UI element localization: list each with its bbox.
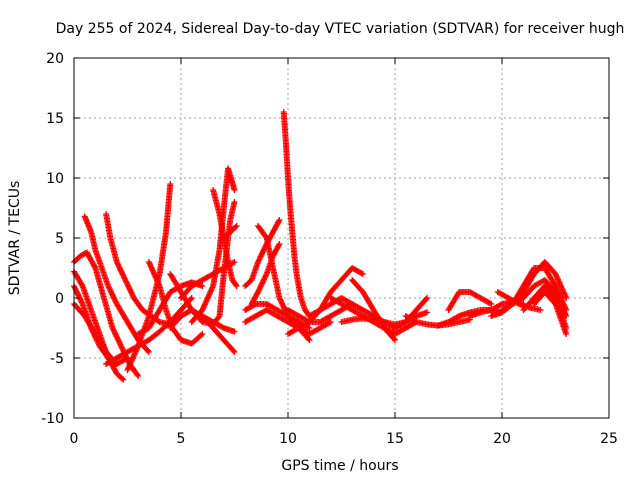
data-point-marker xyxy=(275,218,282,225)
data-point-marker xyxy=(199,331,206,337)
data-point-marker xyxy=(219,324,226,331)
data-point-marker xyxy=(233,283,240,289)
data-point-marker xyxy=(306,337,313,343)
axis-ticks: 0 5 10 15 20 25 -10 -5 0 5 10 15 20 xyxy=(41,51,618,447)
data-point-marker xyxy=(231,259,238,265)
series-arc-10 xyxy=(135,279,206,337)
data-point-marker xyxy=(123,355,130,362)
data-point-marker xyxy=(488,301,495,307)
data-point-marker xyxy=(215,314,222,321)
data-point-marker xyxy=(412,318,419,325)
x-tick-label: 5 xyxy=(177,431,186,447)
data-point-marker xyxy=(326,319,333,326)
data-point-marker xyxy=(424,309,431,316)
data-point-marker xyxy=(144,347,151,354)
series-arc-16 xyxy=(199,313,238,335)
data-point-marker xyxy=(276,241,283,247)
data-point-marker xyxy=(275,242,282,249)
data-point-marker xyxy=(486,300,493,307)
data-point-marker xyxy=(262,233,269,240)
data-point-marker xyxy=(231,199,238,205)
data-point-marker xyxy=(119,375,126,382)
data-point-marker xyxy=(563,331,570,337)
y-tick-label: 20 xyxy=(46,51,64,67)
series-arc-8 xyxy=(124,181,174,373)
data-point-marker xyxy=(391,335,398,342)
data-point-marker xyxy=(231,187,238,193)
series-arc-32 xyxy=(445,289,495,313)
data-point-marker xyxy=(359,271,366,277)
y-tick-label: -10 xyxy=(41,411,64,427)
series-arc-11 xyxy=(167,307,238,355)
y-tick-label: 5 xyxy=(55,231,64,247)
data-point-marker xyxy=(232,281,239,288)
y-axis-label: SDTVAR / TECUs xyxy=(7,181,23,296)
y-tick-label: 15 xyxy=(46,111,64,127)
data-point-marker xyxy=(145,349,152,355)
data-point-marker xyxy=(230,347,237,354)
data-point-marker xyxy=(358,270,365,277)
data-point-marker xyxy=(392,337,398,343)
series-arc-30 xyxy=(370,295,431,331)
data-points xyxy=(71,109,570,383)
x-tick-label: 10 xyxy=(279,431,297,447)
series-arc-28 xyxy=(349,277,398,343)
series-arc-23 xyxy=(280,109,313,319)
series-arc-9 xyxy=(145,259,206,347)
data-point-marker xyxy=(91,263,98,270)
data-point-marker xyxy=(232,224,239,230)
data-point-marker xyxy=(231,328,238,335)
x-tick-label: 20 xyxy=(493,431,511,447)
data-point-marker xyxy=(423,296,430,303)
x-tick-label: 0 xyxy=(70,431,79,447)
data-point-marker xyxy=(537,307,544,313)
data-point-marker xyxy=(124,355,131,361)
y-tick-label: 0 xyxy=(55,291,64,307)
grid-lines xyxy=(74,58,609,418)
data-point-marker xyxy=(78,281,85,288)
data-point-marker xyxy=(276,217,283,223)
data-point-marker xyxy=(120,376,127,383)
data-point-marker xyxy=(198,332,205,339)
series-arc-5 xyxy=(81,213,152,355)
x-axis-label: GPS time / hours xyxy=(281,458,398,474)
data-point-marker xyxy=(135,373,142,379)
data-point-marker xyxy=(563,295,570,301)
series-arc-39 xyxy=(531,289,570,337)
data-point-marker xyxy=(233,223,240,229)
series-arc-25 xyxy=(285,265,366,337)
data-point-marker xyxy=(134,371,141,378)
y-tick-label: -5 xyxy=(50,351,64,367)
data-point-marker xyxy=(231,349,238,355)
series-arc-22 xyxy=(248,241,283,307)
data-point-marker xyxy=(199,283,206,289)
data-point-marker xyxy=(230,259,237,266)
data-point-marker xyxy=(514,300,521,307)
x-tick-label: 25 xyxy=(600,431,618,447)
data-point-marker xyxy=(327,319,334,325)
y-tick-label: 10 xyxy=(46,171,64,187)
data-point-marker xyxy=(155,318,162,325)
data-point-marker xyxy=(497,301,504,308)
data-point-marker xyxy=(424,295,431,301)
data-point-marker xyxy=(454,313,461,320)
data-point-marker xyxy=(188,295,195,301)
data-point-marker xyxy=(305,335,312,342)
data-point-marker xyxy=(306,325,313,331)
series-arc-40 xyxy=(494,289,544,313)
chart-title: Day 255 of 2024, Sidereal Day-to-day VTE… xyxy=(56,21,625,37)
x-tick-label: 15 xyxy=(386,431,404,447)
data-point-marker xyxy=(187,296,194,303)
data-point-marker xyxy=(167,181,174,187)
series-arc-17 xyxy=(220,223,240,241)
